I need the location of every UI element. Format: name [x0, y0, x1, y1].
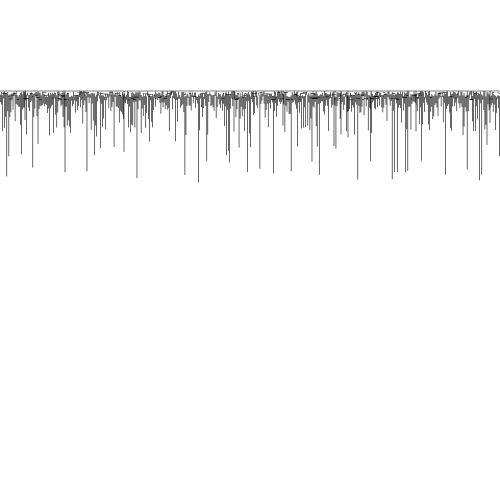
branch-group: [0, 90, 500, 183]
